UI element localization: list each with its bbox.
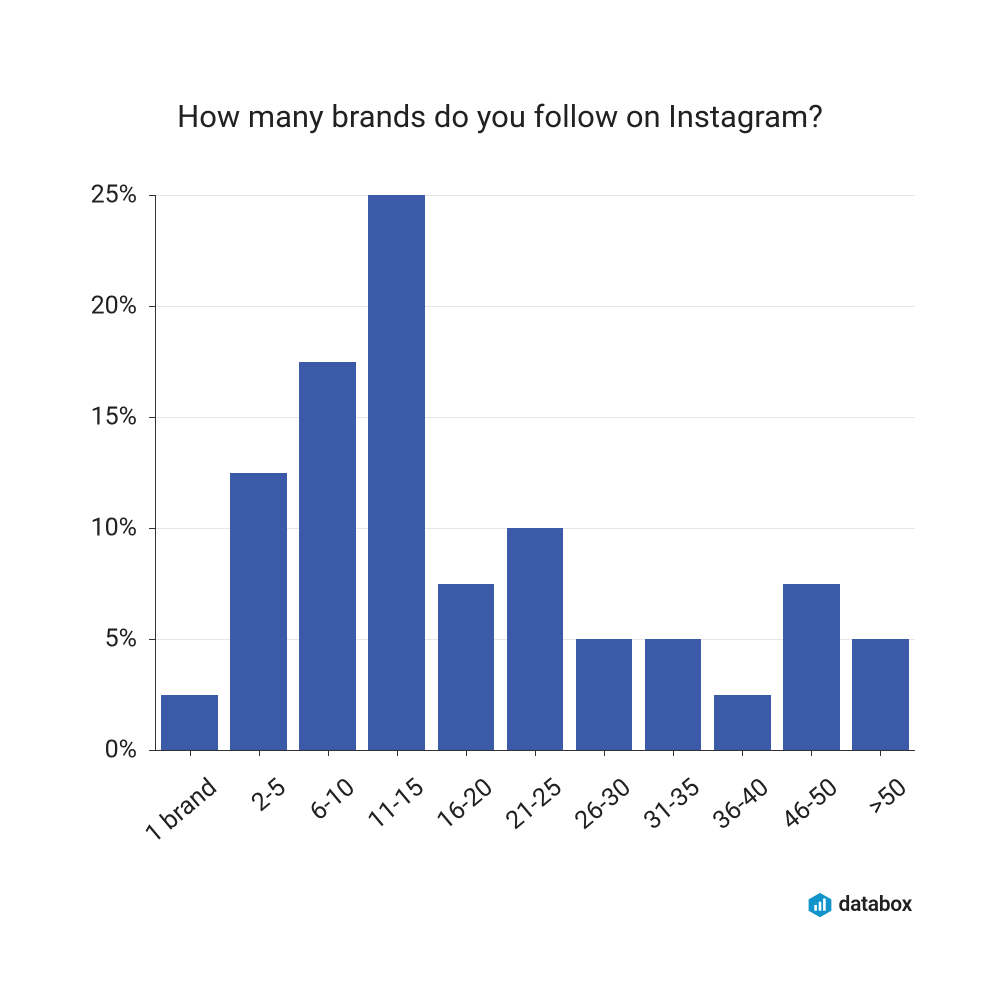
bar <box>161 695 218 751</box>
gridline <box>155 195 915 196</box>
x-tick-mark <box>811 750 812 756</box>
gridline <box>155 417 915 418</box>
y-tick-label: 25% <box>91 181 137 210</box>
y-tick-label: 15% <box>91 403 137 432</box>
bar <box>438 584 495 751</box>
chart-plot-area: 0%5%10%15%20%25% 1 brand2-56-1011-1516-2… <box>155 195 915 750</box>
bar <box>783 584 840 751</box>
gridline <box>155 306 915 307</box>
bar <box>714 695 771 751</box>
x-axis-labels: 1 brand2-56-1011-1516-2021-2526-3031-353… <box>155 765 915 885</box>
bar <box>507 528 564 750</box>
x-tick-mark <box>535 750 536 756</box>
x-tick-mark <box>673 750 674 756</box>
bar <box>852 639 909 750</box>
bar <box>645 639 702 750</box>
bar <box>299 362 356 751</box>
x-tick-mark <box>259 750 260 756</box>
bar <box>368 195 425 750</box>
chart-title: How many brands do you follow on Instagr… <box>0 98 1000 135</box>
x-tick-mark <box>190 750 191 756</box>
x-tick-mark <box>880 750 881 756</box>
y-tick-label: 5% <box>105 625 137 654</box>
bar <box>576 639 633 750</box>
y-tick-label: 0% <box>105 736 137 765</box>
databox-logo-icon <box>807 892 833 918</box>
y-tick-label: 10% <box>91 514 137 543</box>
bar <box>230 473 287 751</box>
x-tick-mark <box>604 750 605 756</box>
y-axis-line <box>155 195 156 750</box>
x-tick-mark <box>742 750 743 756</box>
y-tick-label: 20% <box>91 292 137 321</box>
chart-container: How many brands do you follow on Instagr… <box>0 0 1000 1000</box>
databox-logo-text: databox <box>839 893 912 917</box>
x-tick-mark <box>328 750 329 756</box>
x-tick-mark <box>466 750 467 756</box>
plot: 0%5%10%15%20%25% <box>155 195 915 750</box>
x-tick-mark <box>397 750 398 756</box>
databox-logo: databox <box>807 892 912 918</box>
